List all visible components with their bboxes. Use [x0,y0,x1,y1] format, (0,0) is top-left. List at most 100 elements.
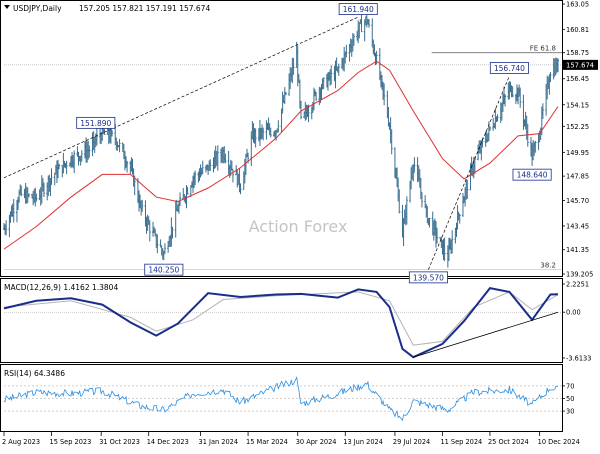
macd-line [3,287,559,359]
price-bar [368,19,371,28]
price-bar [352,33,355,46]
y-tick-label: 156.45 [566,75,589,83]
price-bar [330,65,333,85]
price-bar [141,199,144,212]
price-bar [436,227,439,244]
price-bar [118,138,121,153]
price-bar [95,128,98,146]
main-layer: FE 61.8 38.2 151.890 140.250 161.940 139.570 1… [3,3,562,284]
x-tick-label: 14 Dec 2023 [147,438,189,446]
y-tick-label: 147.85 [566,173,589,181]
price-bar [254,128,257,148]
price-bar [420,191,423,208]
price-bars [3,11,559,268]
y-tick-label: 158.75 [566,49,589,57]
price-bar [337,63,340,76]
price-bar [451,230,454,254]
y-tick-label: 149.95 [566,149,589,157]
y-tick-label: 145.70 [566,197,589,205]
symbol-label: USDJPY,Daily [13,4,62,13]
price-bar [73,150,76,174]
macd-tick-label: 2.2251 [566,281,589,289]
price-bar [171,226,174,239]
price-bar [322,77,325,89]
x-tick-label: 30 Apr 2024 [296,438,337,446]
price-bar [284,91,287,96]
price-bar [277,120,280,133]
price-bar [126,160,129,173]
price-bar [390,129,393,155]
price-bar [239,183,242,195]
macd-tick-label: -3.6133 [566,355,591,363]
x-tick-label: 2 Aug 2023 [2,438,40,446]
svg-text:148.640: 148.640 [517,171,548,180]
price-bar [209,159,212,171]
svg-text:151.890: 151.890 [80,119,111,128]
y-tick-label: 160.81 [566,26,589,34]
price-bar [42,182,45,198]
price-bar [12,199,15,223]
rsi-line [3,376,559,422]
rsi-title: RSI(14) 64.3486 [4,369,65,378]
price-bar [65,160,68,175]
macd-title: MACD(12,26,9) 1.4162 1.3804 [4,283,118,292]
x-tick-label: 25 Oct 2024 [488,438,529,446]
sma-line [3,60,559,250]
price-bar [504,94,507,107]
price-bar [262,127,265,141]
price-bar [194,170,197,186]
y-tick-label: 154.15 [566,101,589,109]
price-bar [473,156,476,174]
swing-label: 140.250 [144,263,184,276]
y-tick-label: 139.205 [566,271,593,279]
price-bar [216,145,219,171]
price-bar [549,72,552,82]
swing-label: 151.890 [76,116,116,129]
price-bar [496,114,499,122]
x-tick-label: 15 Sep 2023 [50,438,92,446]
x-tick-label: 29 Jul 2024 [393,438,430,446]
svg-text:140.250: 140.250 [148,266,179,275]
price-bar [50,168,53,185]
price-bar [375,50,378,65]
x-tick-label: 15 Mar 2024 [246,438,288,446]
fe-level-label: FE 61.8 [530,45,556,53]
price-bar [148,220,151,242]
price-bar [80,150,83,162]
price-bar [534,140,537,153]
price-bar [133,175,136,196]
price-bar [269,127,272,138]
swing-label: 161.940 [338,3,378,15]
svg-text:161.940: 161.940 [343,5,374,14]
x-tick-label: 11 Sep 2024 [440,438,482,446]
svg-text:156.740: 156.740 [494,64,525,73]
macd-layer [3,287,562,359]
y-tick-label: 152.25 [566,123,589,131]
y-tick-label: 143.45 [566,222,589,230]
dropdown-triangle-icon[interactable] [4,5,10,9]
price-bar [224,153,227,164]
rsi-panel [0,364,563,432]
y-tick-label: 141.35 [566,246,589,254]
main-panel [0,0,563,277]
price-bar [519,87,522,108]
last-price-label: 157.674 [566,61,594,69]
price-bar [557,58,559,73]
x-tick-label: 10 Dec 2024 [538,438,580,446]
macd-panel [0,278,563,363]
x-tick-label: 31 Jan 2024 [199,438,239,446]
price-bar [466,179,469,199]
y-tick-label: 163.05 [566,1,589,9]
price-bar [186,186,189,195]
price-bar [307,104,310,123]
price-bar [428,217,431,228]
price-bar [20,185,23,197]
price-bar [35,193,38,202]
price-bar [110,129,113,137]
price-bar [488,126,491,131]
x-tick-label: 13 Jun 2024 [343,438,383,446]
rsi-tick-label: 30 [566,408,574,416]
price-bar [292,58,295,75]
